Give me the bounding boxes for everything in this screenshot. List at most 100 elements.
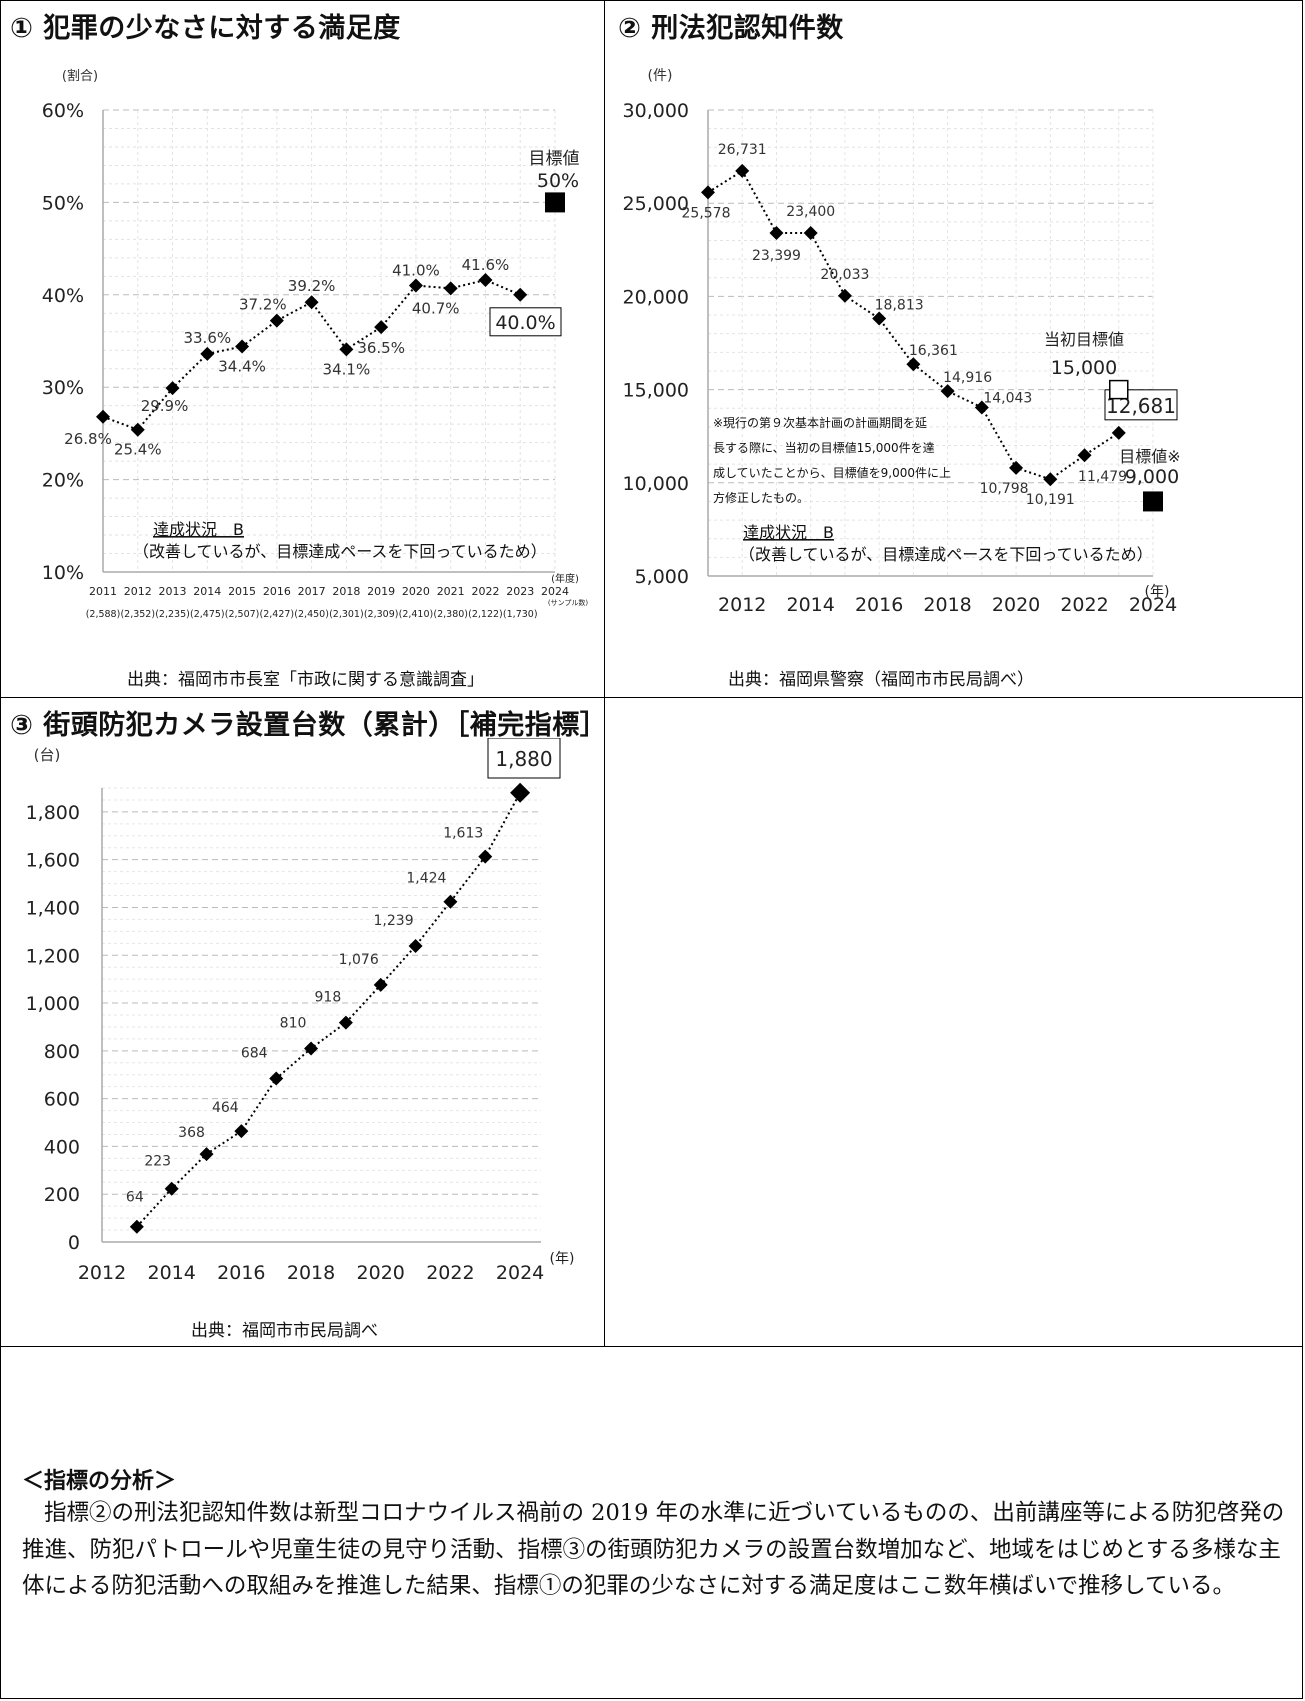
data-point (803, 226, 818, 241)
latest-value-label: 40.0% (495, 312, 555, 334)
data-label: 34.4% (218, 358, 266, 376)
x-tick-label: 2018 (923, 594, 971, 616)
data-point (1077, 448, 1092, 463)
y-tick-label: 50% (42, 192, 84, 214)
data-point (974, 400, 989, 415)
panel-2-source: 出典：福岡県警察（福岡市市民局調べ） (728, 670, 1034, 690)
x-tick-label: 2014 (787, 594, 835, 616)
y-tick-label: 1,600 (26, 850, 80, 872)
data-point (338, 1015, 353, 1030)
y-tick-label: 25,000 (623, 193, 689, 215)
data-label: 37.2% (239, 296, 287, 314)
x-tick-label: 2020 (357, 1262, 405, 1284)
x-tick-label: 2020 (992, 594, 1040, 616)
x-tick-label: 2024 (541, 585, 569, 598)
target-value-label: 50% (537, 170, 579, 192)
y-tick-label: 30,000 (623, 100, 689, 122)
revision-note: 成していたことから、目標値を9,000件に上 (713, 465, 951, 480)
data-label: 14,916 (943, 370, 992, 386)
status-note: （改善しているが、目標達成ペースを下回っているため） (133, 542, 547, 561)
data-label: 684 (241, 1046, 268, 1062)
x-tick-label: 2021 (437, 585, 465, 598)
data-point (304, 295, 319, 310)
x-tick-label: 2020 (402, 585, 430, 598)
panel-2-title: ② 刑法犯認知件数 (618, 13, 844, 44)
x-tick-label: 2023 (506, 585, 534, 598)
series-line (707, 169, 1120, 481)
data-point (769, 226, 784, 241)
y-tick-label: 10% (42, 562, 84, 584)
revision-note: ※現行の第９次基本計画の計画期間を延 (713, 415, 927, 430)
data-label: 18,813 (875, 298, 924, 314)
y-tick-label: 20% (42, 470, 84, 492)
satisfaction-chart: (割合) 10% 20% 30% 40% 50% 60% 2011 2012 2013 2014 20… (42, 68, 589, 620)
data-label: 25,578 (682, 205, 731, 221)
data-point (269, 313, 284, 328)
data-point (96, 409, 110, 424)
x-axis-unit: (年) (550, 1251, 575, 1267)
data-label: 40.7% (412, 299, 460, 317)
data-label: 14,043 (983, 390, 1032, 406)
y-tick-label: 1,800 (26, 802, 80, 824)
data-point (339, 342, 354, 357)
y-tick-label: 800 (44, 1041, 80, 1063)
data-label: 20,033 (820, 267, 869, 283)
data-label: 810 (280, 1015, 307, 1031)
analysis-heading: ＜指標の分析＞ (22, 1469, 177, 1494)
data-label: 10,191 (1026, 492, 1075, 508)
y-tick-label: 60% (42, 100, 84, 122)
y-tick-label: 0 (68, 1232, 80, 1254)
data-point (735, 163, 750, 178)
data-label: 26,731 (718, 142, 767, 158)
data-label: 23,399 (752, 248, 801, 264)
series-line (136, 792, 521, 1228)
data-point (408, 938, 423, 953)
x-tick-label: 2017 (298, 585, 326, 598)
y-tick-label: 200 (44, 1184, 80, 1206)
y-tick-label: 400 (44, 1136, 80, 1158)
initial-target-label: 当初目標値 (1044, 330, 1124, 349)
status-note: （改善しているが、目標達成ペースを下回っているため） (739, 545, 1153, 564)
sample-size: (2,122) (468, 609, 503, 620)
data-label: 39.2% (288, 277, 336, 295)
x-tick-label: 2022 (426, 1262, 474, 1284)
data-point (701, 185, 715, 200)
data-point (269, 1071, 284, 1086)
target-value-label: 9,000 (1125, 466, 1179, 488)
x-axis-unit: (年) (1145, 584, 1170, 600)
sample-size: (2,427) (260, 609, 295, 620)
data-point (129, 1219, 144, 1234)
data-point (408, 278, 423, 293)
y-axis-unit: (割合) (62, 68, 98, 84)
sample-size: (2,352) (120, 609, 155, 620)
y-tick-label: 10,000 (623, 473, 689, 495)
row-divider-1 (0, 697, 1303, 698)
panel-3-title: ③ 街頭防犯カメラ設置台数（累計）［補完指標］ (10, 710, 608, 741)
x-axis-unit: (年度) (551, 572, 579, 585)
data-point (443, 281, 458, 296)
data-label: 36.5% (357, 339, 405, 357)
x-tick-label: 2016 (263, 585, 291, 598)
latest-value-label: 1,880 (495, 747, 552, 771)
data-point (513, 287, 528, 302)
x-tick-label: 2019 (367, 585, 395, 598)
initial-target-value-label: 15,000 (1051, 357, 1117, 379)
x-tick-label: 2012 (124, 585, 152, 598)
data-point (478, 849, 493, 864)
status-heading: 達成状況 B (743, 523, 834, 542)
y-tick-label: 1,200 (26, 945, 80, 967)
status-heading: 達成状況 B (153, 520, 244, 539)
data-label: 11,479 (1078, 469, 1127, 485)
x-tick-label: 2016 (855, 594, 903, 616)
panel-3-source: 出典：福岡市市民局調べ (191, 1321, 378, 1341)
x-tick-label: 2016 (217, 1262, 265, 1284)
data-label: 33.6% (183, 329, 231, 347)
x-tick-label: 2012 (718, 594, 766, 616)
sample-size-label: (サンプル数) (548, 598, 589, 607)
initial-target-marker (1109, 379, 1129, 400)
data-label: 64 (126, 1190, 144, 1206)
data-label: 41.0% (392, 262, 440, 280)
sample-size: (2,380) (433, 609, 468, 620)
data-point (164, 1181, 179, 1196)
